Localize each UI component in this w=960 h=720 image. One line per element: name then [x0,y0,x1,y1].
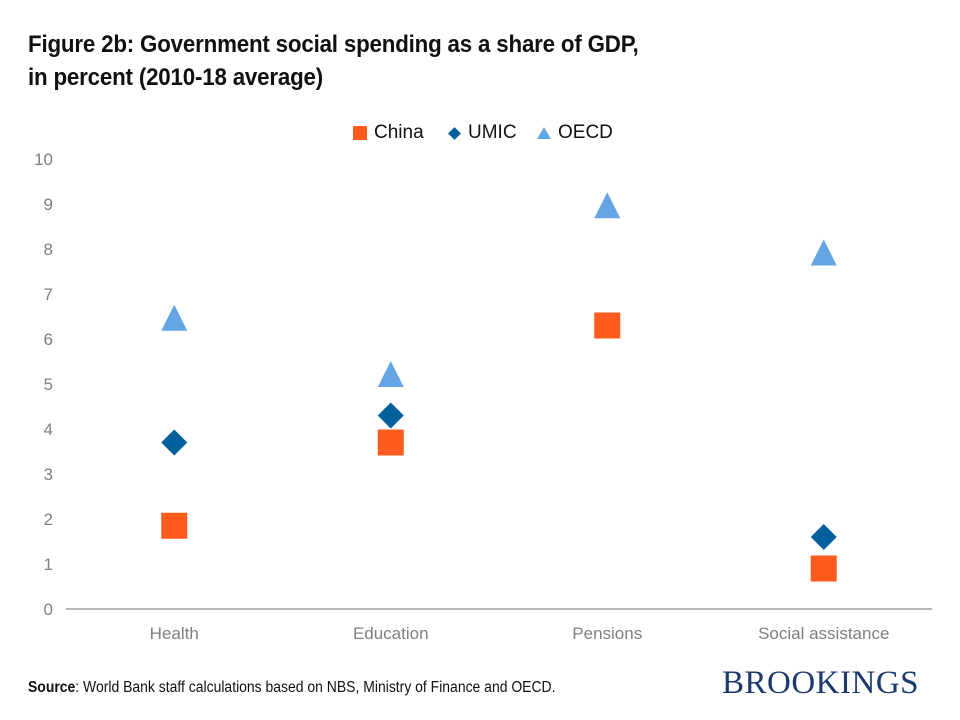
point-umic-education [377,402,404,429]
chart-title: Figure 2b: Government social spending as… [28,28,639,94]
point-china-social-assistance [810,555,837,582]
y-tick-label: 4 [44,420,53,439]
point-china-health [161,512,188,539]
series-china [161,312,837,582]
point-oecd-pensions [594,192,621,219]
point-oecd-social-assistance [810,239,837,266]
y-tick-label: 10 [34,150,53,169]
source-label: Source [28,679,76,696]
y-tick-label: 8 [44,240,53,259]
point-china-pensions [594,312,621,339]
x-axis: Health Education Pensions Social assistance [150,624,890,643]
y-axis: 0 1 2 3 4 5 6 7 8 9 10 [34,150,53,619]
point-umic-health [161,429,188,456]
y-tick-label: 1 [44,555,53,574]
y-tick-label: 3 [44,465,53,484]
square-icon [353,126,367,140]
brookings-logo: BROOKINGS [722,665,920,701]
y-tick-label: 7 [44,285,53,304]
legend-item-umic: UMIC [448,122,517,144]
source-text: : World Bank staff calculations based on… [75,679,556,696]
legend-label-umic: UMIC [468,122,517,143]
legend-label-oecd: OECD [558,122,613,143]
chart-title-line-1: Figure 2b: Government social spending as… [28,31,639,58]
y-tick-label: 9 [44,195,53,214]
x-tick-label: Social assistance [758,624,889,643]
triangle-icon [537,127,551,139]
y-tick-label: 6 [44,330,53,349]
point-umic-social-assistance [810,524,837,550]
legend-item-china: China [353,122,424,144]
y-tick-label: 5 [44,375,53,394]
chart-title-line-2: in percent (2010-18 average) [28,64,324,91]
x-tick-label: Pensions [572,624,642,643]
point-china-education [377,429,404,456]
series-umic [161,402,837,550]
legend-item-oecd: OECD [537,122,613,144]
point-oecd-health [161,304,188,331]
series-oecd [161,192,837,387]
y-tick-label: 2 [44,510,53,529]
x-tick-label: Education [353,624,429,643]
legend-label-china: China [374,122,424,143]
y-tick-label: 0 [44,600,53,619]
x-tick-label: Health [150,624,199,643]
legend: China UMIC OECD [0,122,960,148]
data-marks [161,192,837,582]
point-oecd-education [377,361,404,387]
source-note: Source: World Bank staff calculations ba… [28,679,556,697]
